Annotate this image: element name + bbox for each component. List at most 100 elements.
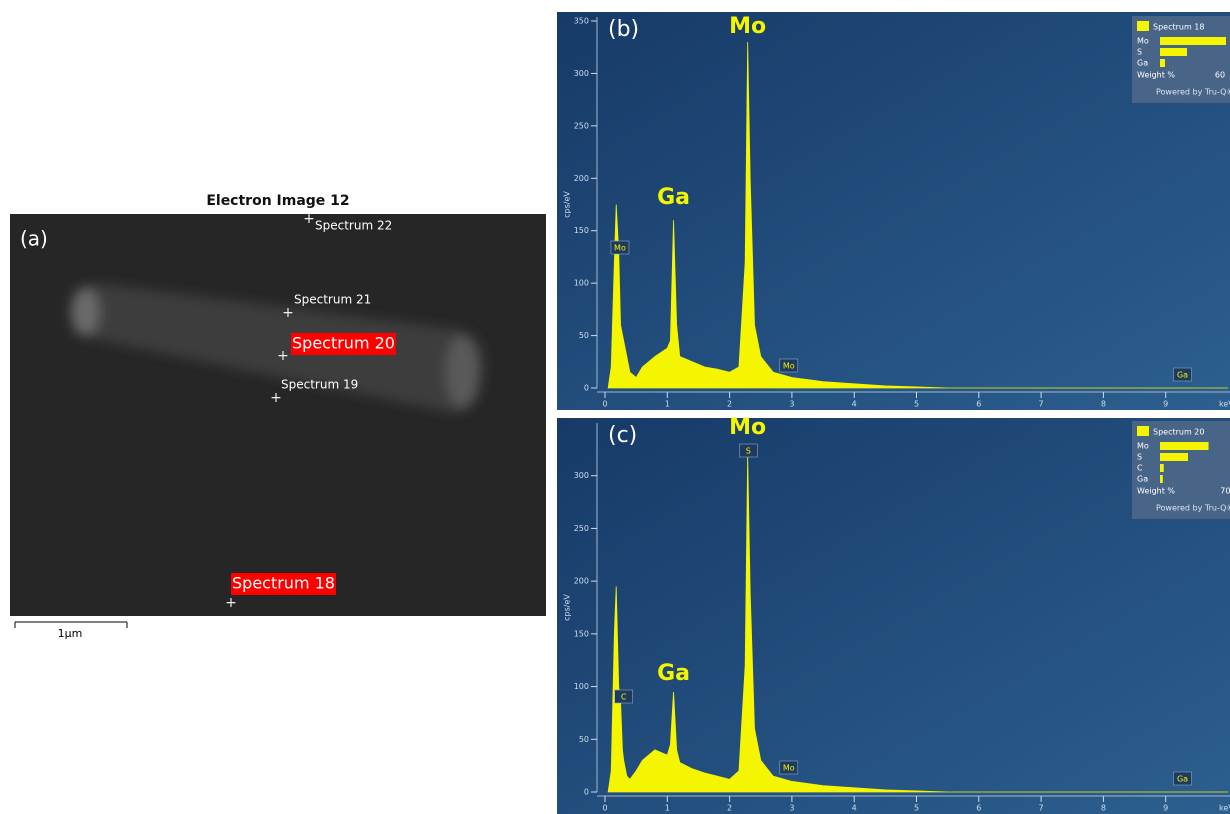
legend-entry: Spectrum 18 [1153,23,1205,32]
x-tick-label: 9 [1163,400,1168,409]
peak-label: Mo [729,415,766,440]
x-axis-label: keV [1219,400,1230,409]
annotation-label: C [621,693,627,702]
x-tick-label: 6 [976,804,981,813]
image-title: Electron Image 12 [206,193,349,209]
x-tick-label: 9 [1163,804,1168,813]
x-tick-label: 1 [665,400,670,409]
legend-entry: Spectrum 20 [1153,428,1205,437]
spectrum-area [607,41,1228,389]
marker-label: Spectrum 20 [292,334,395,353]
y-tick-label: 300 [574,471,589,480]
x-tick-label: 5 [914,804,919,813]
inset-category: S [1137,48,1142,57]
inset-tick-label: 60 [1215,71,1225,80]
x-axis-label: keV [1219,804,1230,813]
inset-bar [1160,475,1163,483]
x-tick-label: 8 [1101,804,1106,813]
marker-cross: + [303,211,315,227]
label-highlight [291,333,396,355]
x-tick-label: 0 [602,804,607,813]
y-tick-label: 250 [574,121,589,130]
x-tick-label: 2 [727,804,732,813]
marker-cross: + [282,305,294,321]
y-tick-label: 100 [574,682,589,691]
y-tick-label: 200 [574,577,589,586]
x-tick-label: 4 [852,400,857,409]
annotation-label: Ga [1177,775,1188,784]
electron-image [10,214,546,616]
inset-footer: Powered by Tru-Q® [1156,88,1230,97]
spectra: 0501001502002503003500123456789keVcps/eV… [557,12,1230,814]
annotation-label: S [746,447,751,456]
y-tick-label: 100 [574,279,589,288]
inset-bar [1160,464,1164,472]
scale-bar-label: 1µm [58,627,83,640]
y-tick-label: 0 [584,384,589,393]
annotation-box [610,240,630,255]
nanorod [71,284,484,412]
inset-axis-label: Weight % [1137,487,1175,496]
y-tick-label: 250 [574,524,589,533]
x-tick-label: 3 [789,400,794,409]
peak-label: Ga [657,185,690,210]
y-tick-label: 50 [579,331,589,340]
y-tick-label: 150 [574,226,589,235]
inset-bar [1160,453,1188,461]
panel-label: (b) [608,17,639,42]
x-tick-label: 7 [1039,400,1044,409]
inset-bar [1160,59,1165,67]
annotation-box [738,443,758,458]
label-highlight [231,573,336,595]
annotation-label: Mo [783,764,795,773]
inset-category: C [1137,464,1143,473]
y-tick-label: 0 [584,788,589,797]
x-tick-label: 5 [914,400,919,409]
annotation-box [1173,771,1192,786]
plot-background [557,12,1230,410]
annotation-box [1173,367,1192,382]
marker-label: Spectrum 18 [232,574,335,593]
x-tick-label: 7 [1039,804,1044,813]
x-tick-label: 8 [1101,400,1106,409]
y-axis-label: cps/eV [563,594,572,621]
x-tick-label: 3 [789,804,794,813]
inset-swatch [1137,426,1149,436]
x-tick-label: 4 [852,804,857,813]
x-tick-label: 1 [665,804,670,813]
y-tick-label: 350 [574,17,589,26]
x-tick-label: 2 [727,400,732,409]
y-axis-label: cps/eV [563,191,572,218]
inset-footer: Powered by Tru-Q® [1156,504,1230,513]
marker-label: Spectrum 19 [281,378,358,392]
inset-category: S [1137,453,1142,462]
inset-category: Ga [1137,475,1148,484]
panel-label: (c) [608,423,637,448]
inset-category: Mo [1137,442,1149,451]
inset-category: Ga [1137,59,1148,68]
x-tick-label: 6 [976,400,981,409]
annotation-box [779,358,799,373]
peak-label: Ga [657,661,690,686]
y-tick-label: 300 [574,69,589,78]
inset-axis-label: Weight % [1137,71,1175,80]
annotation-box [614,689,633,704]
marker-label: Spectrum 22 [315,219,392,233]
marker-label: Spectrum 21 [294,293,371,307]
spectrum-panel: 0 50 100 150 200 250 300 350 0 1 2 3 4 5 6 7 8 9 keV cps/eV… [557,12,1230,410]
inset-tick-label: 70 [1220,487,1230,496]
inset-bar [1160,37,1226,45]
y-tick-label: 50 [579,735,589,744]
spectrum-panel: 0 50 100 150 200 250 300 0 1 2 3 4 5 6 7 8 9 keV cps/eV (c)… [557,415,1230,814]
annotation-label: Mo [783,362,795,371]
inset-bar [1160,442,1209,450]
y-tick-label: 150 [574,629,589,638]
inset-category: Mo [1137,37,1149,46]
marker-cross: + [270,390,282,406]
inset-bar [1160,48,1187,56]
marker-cross: + [225,595,237,611]
annotation-label: Ga [1177,371,1188,380]
y-tick-label: 200 [574,174,589,183]
annotation-box [779,760,799,775]
